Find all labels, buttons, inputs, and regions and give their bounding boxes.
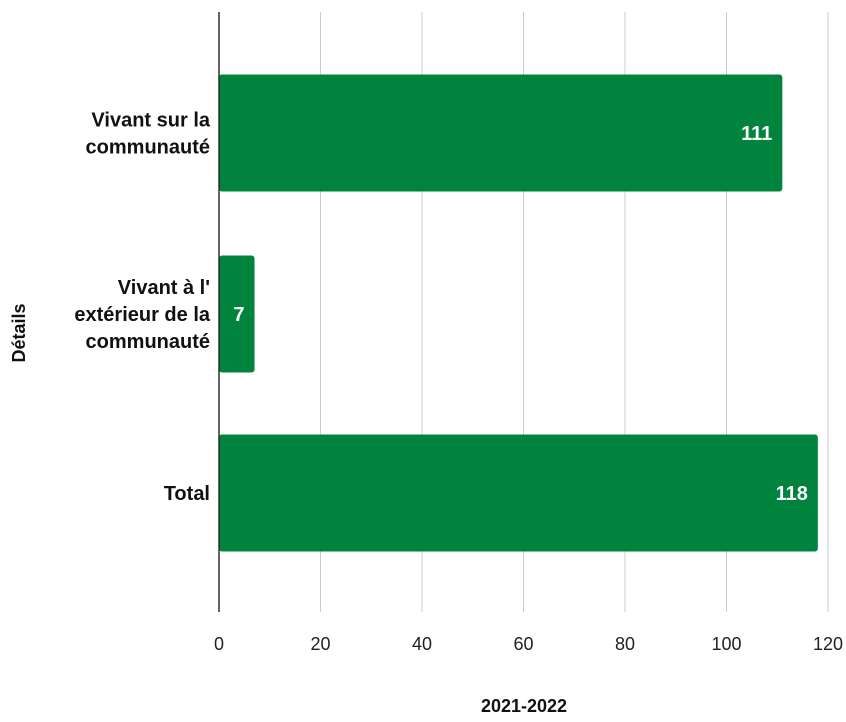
category-label: Total — [164, 483, 210, 505]
bars — [219, 74, 818, 552]
category-label-line: Vivant sur la — [91, 110, 210, 132]
x-tick-labels: 0 20 40 60 80 100 120 — [214, 634, 843, 654]
category-label-line: communauté — [86, 137, 210, 159]
category-label-line: Vivant à l' — [118, 277, 210, 299]
x-tick-label: 80 — [615, 634, 635, 654]
category-label: Vivant sur la communauté — [86, 110, 211, 159]
bar — [219, 74, 783, 192]
category-labels: Vivant sur la communauté Vivant à l' extéri… — [74, 110, 211, 506]
category-label: Vivant à l' extérieur de la communauté — [74, 277, 211, 353]
data-label: 7 — [233, 304, 244, 326]
data-label: 118 — [776, 483, 808, 505]
x-tick-label: 0 — [214, 634, 224, 654]
x-tick-label: 40 — [412, 634, 432, 654]
x-axis-title: 2021-2022 — [481, 696, 567, 716]
data-labels: 111 7 118 — [233, 123, 807, 505]
x-tick-label: 20 — [310, 634, 330, 654]
y-axis-title: Détails — [9, 303, 29, 362]
bar — [219, 255, 255, 373]
x-tick-label: 100 — [711, 634, 741, 654]
x-tick-label: 60 — [513, 634, 533, 654]
category-label-line: Total — [164, 483, 210, 505]
x-tick-label: 120 — [813, 634, 843, 654]
category-label-line: extérieur de la — [74, 304, 211, 326]
data-label: 111 — [741, 123, 772, 145]
category-label-line: communauté — [86, 331, 210, 353]
bar — [219, 434, 818, 552]
